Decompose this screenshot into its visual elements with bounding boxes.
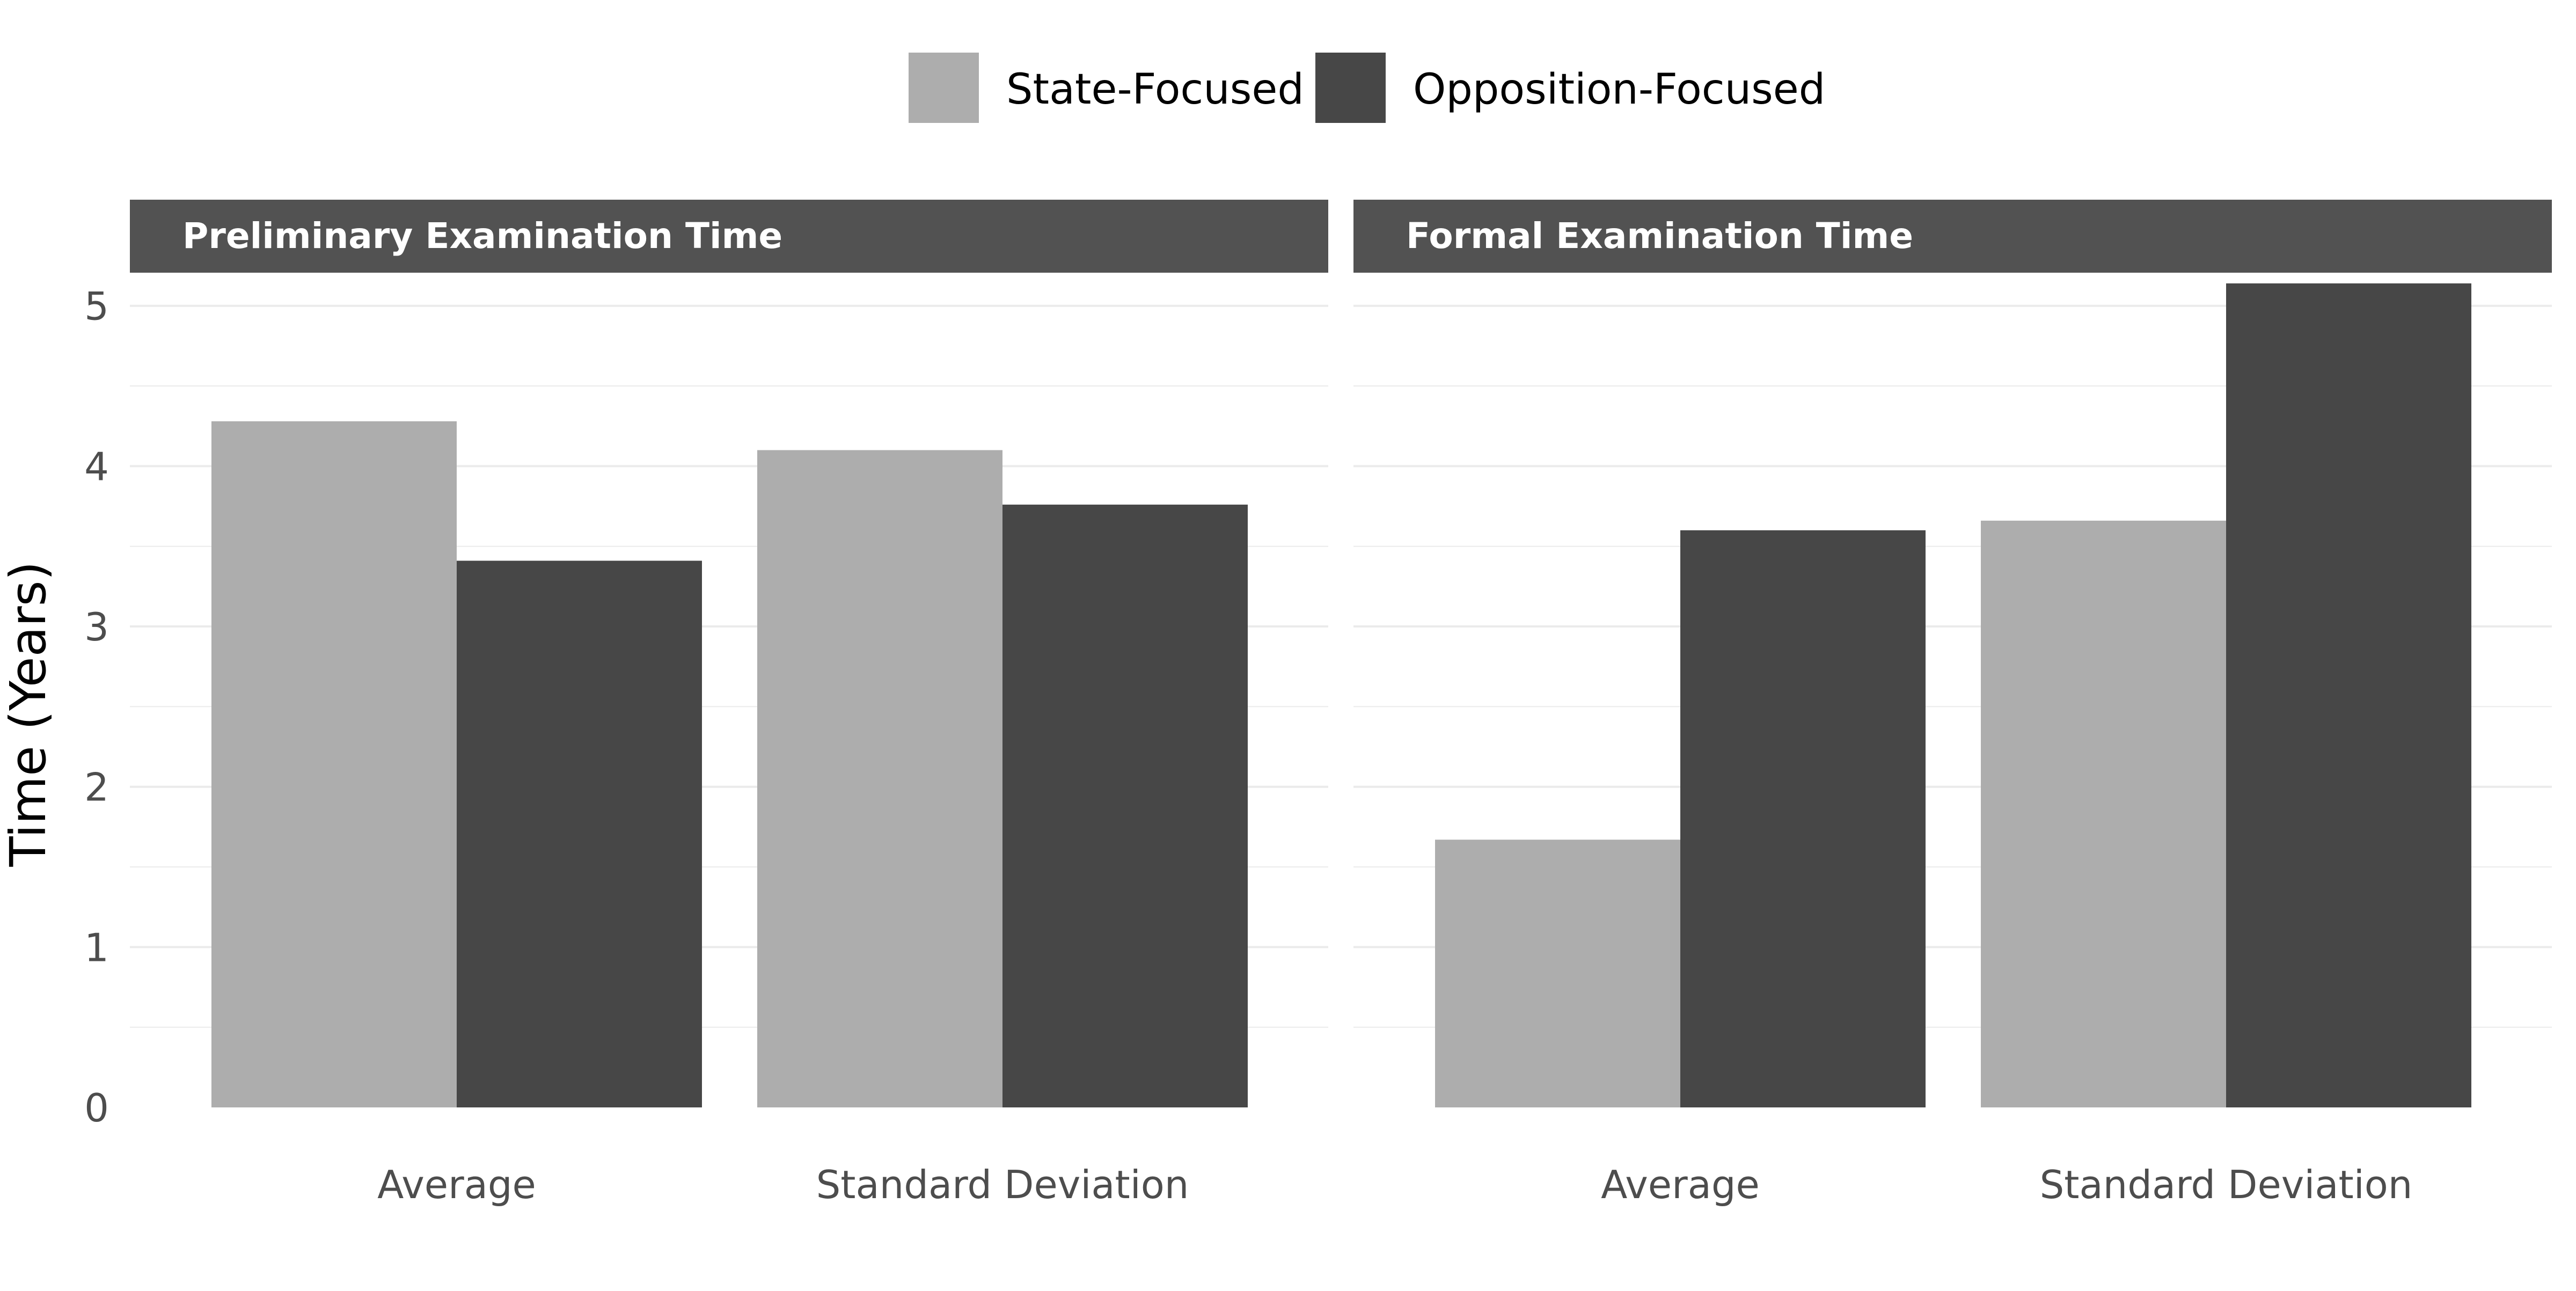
bar-opposition-focused-standard-deviation [2226, 283, 2471, 1108]
panel-preliminary-examination-time: Preliminary Examination Time Average Stand… [130, 200, 1328, 1207]
legend-swatch-state-focused [909, 53, 979, 123]
bars [1435, 283, 2471, 1108]
legend: State-Focused Opposition-Focused [909, 53, 1825, 123]
panel-title: Preliminary Examination Time [182, 215, 782, 257]
legend-label-opposition-focused: Opposition-Focused [1413, 65, 1825, 114]
y-axis-title: Time (Years) [0, 561, 57, 867]
y-tick-label: 4 [84, 444, 109, 489]
panel-title: Formal Examination Time [1406, 215, 1913, 257]
x-tick-label-standard-deviation: Standard Deviation [816, 1162, 1189, 1207]
legend-label-state-focused: State-Focused [1006, 65, 1304, 114]
bar-state-focused-average [211, 421, 457, 1108]
bar-state-focused-standard-deviation [757, 450, 1002, 1107]
y-tick-label: 0 [84, 1085, 109, 1130]
y-axis-ticks: 0 1 2 3 4 5 [84, 284, 109, 1130]
bars [211, 421, 1248, 1108]
x-tick-label-average: Average [1601, 1162, 1760, 1207]
panel-strip [130, 200, 1328, 273]
bar-state-focused-standard-deviation [1981, 520, 2226, 1107]
legend-item-state-focused: State-Focused [909, 53, 1304, 123]
x-tick-label-standard-deviation: Standard Deviation [2040, 1162, 2413, 1207]
y-tick-label: 2 [84, 765, 109, 810]
legend-item-opposition-focused: Opposition-Focused [1315, 53, 1825, 123]
x-tick-label-average: Average [377, 1162, 536, 1207]
bar-state-focused-average [1435, 840, 1680, 1107]
panels: Preliminary Examination Time Average Stand… [84, 200, 2552, 1207]
bar-opposition-focused-average [457, 560, 702, 1107]
y-tick-label: 5 [84, 284, 109, 329]
legend-swatch-opposition-focused [1315, 53, 1386, 123]
bar-opposition-focused-average [1680, 530, 1926, 1107]
bar-opposition-focused-standard-deviation [1002, 505, 1248, 1107]
y-tick-label: 1 [84, 925, 109, 970]
y-tick-label: 3 [84, 604, 109, 650]
panel-strip [1353, 200, 2552, 273]
panel-formal-examination-time: Formal Examination Time Average Standard D… [1353, 200, 2552, 1207]
